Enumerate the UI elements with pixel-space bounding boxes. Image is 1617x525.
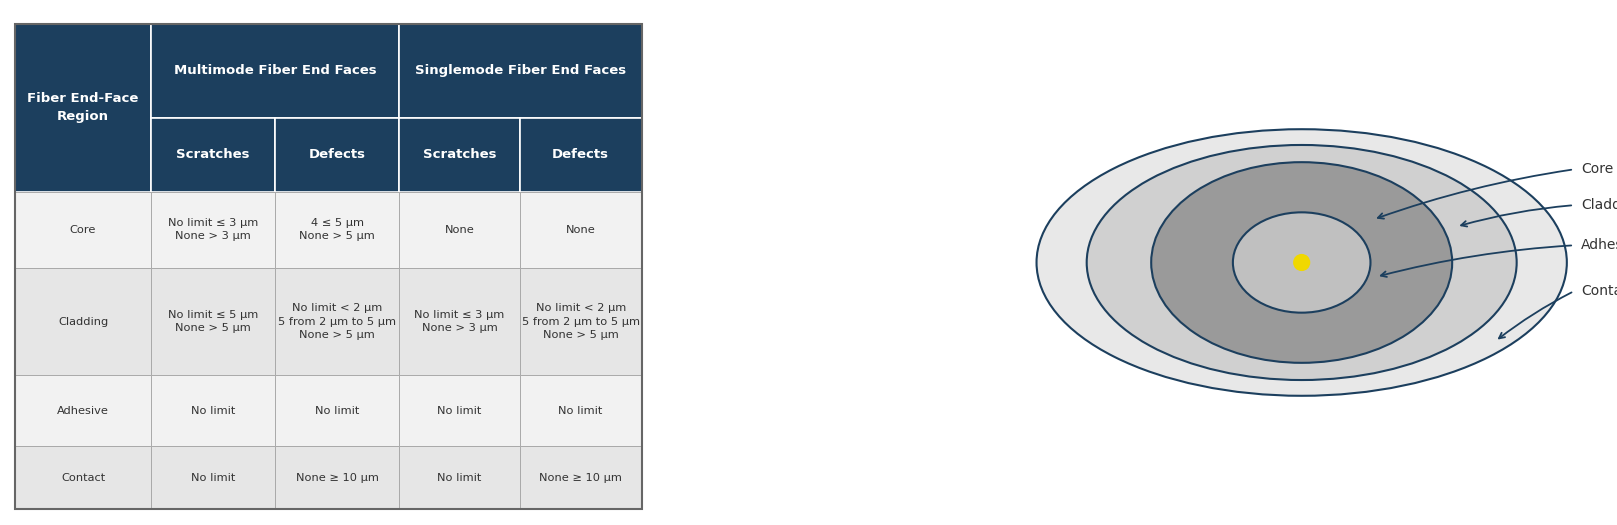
Bar <box>399 24 642 118</box>
Bar <box>15 375 150 446</box>
Text: No limit: No limit <box>437 472 482 483</box>
Text: Contact: Contact <box>1581 284 1617 298</box>
Text: No limit: No limit <box>558 406 603 416</box>
Ellipse shape <box>1232 212 1371 313</box>
Bar <box>15 24 642 509</box>
Text: No limit: No limit <box>191 406 234 416</box>
Bar <box>150 118 275 192</box>
Text: 4 ≤ 5 μm
None > 5 μm: 4 ≤ 5 μm None > 5 μm <box>299 218 375 242</box>
Bar <box>150 24 399 118</box>
Text: No limit: No limit <box>315 406 359 416</box>
Text: Defects: Defects <box>551 149 610 161</box>
Text: No limit: No limit <box>437 406 482 416</box>
Text: Core: Core <box>1581 162 1614 176</box>
Bar <box>275 192 399 268</box>
Text: Singlemode Fiber End Faces: Singlemode Fiber End Faces <box>416 65 626 77</box>
Text: Fiber End-Face
Region: Fiber End-Face Region <box>27 92 139 123</box>
Text: No limit: No limit <box>191 472 234 483</box>
Bar <box>275 446 399 509</box>
Bar <box>15 24 150 192</box>
Bar <box>399 192 519 268</box>
Text: Adhesive: Adhesive <box>57 406 108 416</box>
Bar <box>519 446 642 509</box>
Text: Core: Core <box>70 225 97 235</box>
Bar <box>15 446 150 509</box>
Bar <box>275 268 399 375</box>
Text: No limit ≤ 5 μm
None > 5 μm: No limit ≤ 5 μm None > 5 μm <box>168 310 259 333</box>
Text: Defects: Defects <box>309 149 365 161</box>
Bar <box>399 118 519 192</box>
Text: No limit < 2 μm
5 from 2 μm to 5 μm
None > 5 μm: No limit < 2 μm 5 from 2 μm to 5 μm None… <box>522 303 640 340</box>
Ellipse shape <box>1151 162 1452 363</box>
Text: Adhesive: Adhesive <box>1581 238 1617 253</box>
Bar <box>275 118 399 192</box>
Bar <box>399 268 519 375</box>
Text: None: None <box>566 225 595 235</box>
Text: Scratches: Scratches <box>422 149 496 161</box>
Text: None ≥ 10 μm: None ≥ 10 μm <box>538 472 623 483</box>
Ellipse shape <box>1036 129 1567 396</box>
Text: None: None <box>445 225 474 235</box>
Text: Cladding: Cladding <box>58 317 108 327</box>
Circle shape <box>1294 254 1310 271</box>
Bar <box>150 446 275 509</box>
Text: None ≥ 10 μm: None ≥ 10 μm <box>296 472 378 483</box>
Ellipse shape <box>1087 145 1517 380</box>
Text: No limit < 2 μm
5 from 2 μm to 5 μm
None > 5 μm: No limit < 2 μm 5 from 2 μm to 5 μm None… <box>278 303 396 340</box>
Bar <box>519 192 642 268</box>
Bar <box>519 118 642 192</box>
Text: Multimode Fiber End Faces: Multimode Fiber End Faces <box>173 65 377 77</box>
Bar <box>150 375 275 446</box>
Bar <box>150 192 275 268</box>
Bar <box>150 268 275 375</box>
Text: Cladding: Cladding <box>1581 198 1617 212</box>
Bar <box>399 375 519 446</box>
Text: No limit ≤ 3 μm
None > 3 μm: No limit ≤ 3 μm None > 3 μm <box>414 310 505 333</box>
Text: Scratches: Scratches <box>176 149 249 161</box>
Bar <box>15 268 150 375</box>
Text: Contact: Contact <box>61 472 105 483</box>
Bar <box>399 446 519 509</box>
Bar <box>519 268 642 375</box>
Bar <box>15 192 150 268</box>
Text: No limit ≤ 3 μm
None > 3 μm: No limit ≤ 3 μm None > 3 μm <box>168 218 259 242</box>
Bar <box>519 375 642 446</box>
Bar <box>275 375 399 446</box>
